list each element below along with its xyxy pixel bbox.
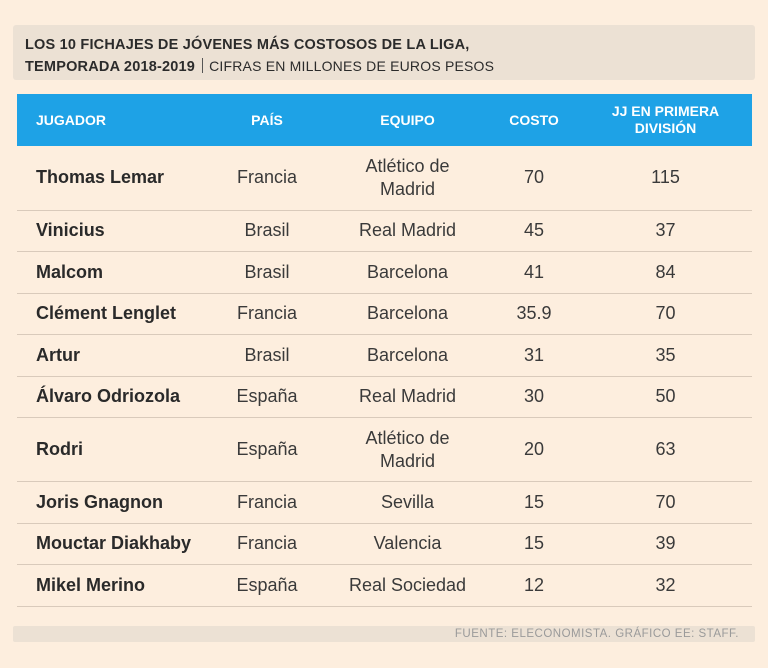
- column-header-cost: COSTO: [509, 111, 559, 128]
- cell-games: 37: [579, 210, 752, 252]
- cell-cost: 30: [489, 376, 579, 418]
- cell-games: 50: [579, 376, 752, 418]
- chart-title-line1: LOS 10 FICHAJES DE JÓVENES MÁS COSTOSOS …: [25, 37, 470, 53]
- column-header-country: PAÍS: [251, 111, 283, 128]
- table-row: Artur Brasil Barcelona 31 35: [17, 334, 752, 377]
- title-box: LOS 10 FICHAJES DE JÓVENES MÁS COSTOSOS …: [13, 25, 755, 80]
- column-header-games-line1: JJ EN PRIMERA: [611, 103, 720, 119]
- table-row: Thomas Lemar Francia Atlético de Madrid 7…: [17, 146, 752, 211]
- cell-player: Artur: [17, 334, 208, 377]
- cell-games: 39: [579, 523, 752, 565]
- cell-team: Valencia: [326, 523, 489, 565]
- cell-country: España: [208, 376, 326, 418]
- cell-country: España: [208, 417, 326, 482]
- cell-cost: 70: [489, 146, 579, 211]
- table-row: Mikel Merino España Real Sociedad 12 32: [17, 564, 752, 607]
- cell-cost: 15: [489, 481, 579, 524]
- table-row: Rodri España Atlético de Madrid 20 63: [17, 417, 752, 482]
- cell-country: Brasil: [208, 251, 326, 294]
- cell-cost: 12: [489, 564, 579, 607]
- table-row: Álvaro Odriozola España Real Madrid 30 5…: [17, 376, 752, 418]
- column-header-player: JUGADOR: [36, 111, 107, 128]
- cell-player: Mikel Merino: [17, 564, 208, 607]
- cell-team-line2: Madrid: [379, 178, 436, 199]
- chart-subtitle: CIFRAS EN MILLONES DE EUROS PESOS: [209, 58, 495, 74]
- chart-title-line2: TEMPORADA 2018-2019 CIFRAS EN MILLONES DE…: [25, 56, 755, 78]
- cell-team: Sevilla: [326, 481, 489, 524]
- cell-cost: 31: [489, 334, 579, 377]
- chart-title-season: TEMPORADA 2018-2019: [25, 59, 196, 75]
- cell-games: 84: [579, 251, 752, 294]
- column-header-team: EQUIPO: [380, 111, 435, 128]
- cell-country: Francia: [208, 146, 326, 211]
- cell-team: Atlético de Madrid: [326, 146, 489, 211]
- cell-cost: 15: [489, 523, 579, 565]
- table-row: Clément Lenglet Francia Barcelona 35.9 7…: [17, 293, 752, 335]
- cell-team: Barcelona: [326, 293, 489, 335]
- cell-team-line1: Atlético de: [365, 155, 450, 176]
- source-credit: FUENTE: ELECONOMISTA. GRÁFICO EE: STAFF.: [454, 628, 739, 640]
- table-row: Mouctar Diakhaby Francia Valencia 15 39: [17, 523, 752, 565]
- cell-cost: 20: [489, 417, 579, 482]
- cell-games: 70: [579, 293, 752, 335]
- cell-team-line2: Madrid: [379, 450, 436, 471]
- cell-games: 35: [579, 334, 752, 377]
- cell-country: Francia: [208, 523, 326, 565]
- cell-country: Francia: [208, 481, 326, 524]
- cell-country: Brasil: [208, 334, 326, 377]
- cell-player: Mouctar Diakhaby: [17, 523, 208, 565]
- table-row: Malcom Brasil Barcelona 41 84: [17, 251, 752, 294]
- title-separator: [202, 58, 204, 73]
- cell-player: Malcom: [17, 251, 208, 294]
- footer-bar: FUENTE: ELECONOMISTA. GRÁFICO EE: STAFF.: [13, 626, 755, 642]
- cell-team: Real Madrid: [326, 376, 489, 418]
- table-row: Joris Gnagnon Francia Sevilla 15 70: [17, 481, 752, 524]
- cell-team: Real Sociedad: [326, 564, 489, 607]
- cell-country: Brasil: [208, 210, 326, 252]
- cell-player: Joris Gnagnon: [17, 481, 208, 524]
- cell-player: Vinicius: [17, 210, 208, 252]
- cell-games: 63: [579, 417, 752, 482]
- column-header-games-line2: DIVISIÓN: [634, 120, 697, 136]
- cell-team-line1: Atlético de: [365, 427, 450, 448]
- cell-country: Francia: [208, 293, 326, 335]
- cell-team: Barcelona: [326, 251, 489, 294]
- table-row: Vinicius Brasil Real Madrid 45 37: [17, 210, 752, 252]
- cell-team: Atlético de Madrid: [326, 417, 489, 482]
- cell-games: 70: [579, 481, 752, 524]
- cell-player: Clément Lenglet: [17, 293, 208, 335]
- cell-cost: 45: [489, 210, 579, 252]
- table-header-row: JUGADOR PAÍS EQUIPO COSTO JJ EN PRIMERA D…: [17, 94, 752, 146]
- cell-team: Barcelona: [326, 334, 489, 377]
- cell-games: 32: [579, 564, 752, 607]
- transfers-table: JUGADOR PAÍS EQUIPO COSTO JJ EN PRIMERA D…: [17, 94, 752, 607]
- column-header-games: JJ EN PRIMERA DIVISIÓN: [579, 94, 752, 146]
- cell-cost: 41: [489, 251, 579, 294]
- cell-games: 115: [579, 146, 752, 211]
- cell-player: Álvaro Odriozola: [17, 376, 208, 418]
- cell-team: Real Madrid: [326, 210, 489, 252]
- cell-cost: 35.9: [489, 293, 579, 335]
- cell-country: España: [208, 564, 326, 607]
- cell-player: Rodri: [17, 417, 208, 482]
- cell-player: Thomas Lemar: [17, 146, 208, 211]
